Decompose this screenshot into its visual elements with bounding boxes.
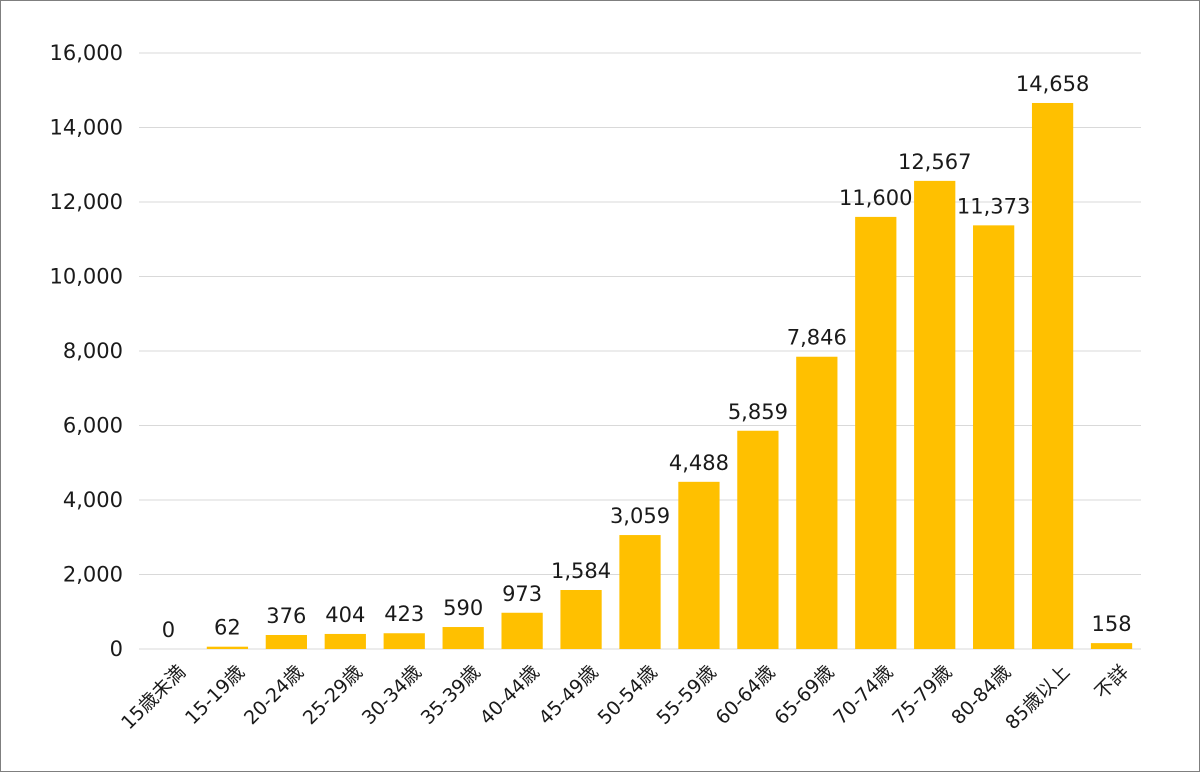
x-tick-label: 45-49歳 bbox=[535, 661, 603, 729]
data-label: 1,584 bbox=[551, 559, 611, 583]
bar bbox=[383, 633, 425, 649]
y-tick-label: 14,000 bbox=[50, 116, 123, 140]
x-tick-label: 15歳未満 bbox=[117, 661, 190, 734]
bar bbox=[501, 612, 543, 649]
x-tick-label: 25-29歳 bbox=[299, 661, 367, 729]
data-label: 973 bbox=[502, 582, 542, 606]
bar bbox=[737, 430, 779, 649]
data-label: 11,600 bbox=[839, 186, 912, 210]
bar bbox=[914, 180, 956, 649]
y-tick-label: 4,000 bbox=[63, 488, 123, 512]
y-tick-label: 16,000 bbox=[50, 41, 123, 65]
y-tick-label: 10,000 bbox=[50, 265, 123, 289]
bar bbox=[206, 646, 249, 649]
y-tick-label: 0 bbox=[110, 637, 123, 661]
data-label: 158 bbox=[1091, 612, 1131, 636]
x-tick-label: 70-74歳 bbox=[829, 661, 897, 729]
data-label: 0 bbox=[162, 618, 175, 642]
bar bbox=[855, 216, 897, 649]
y-tick-label: 6,000 bbox=[63, 414, 123, 438]
data-label: 5,859 bbox=[728, 400, 788, 424]
x-tick-label: 15-19歳 bbox=[181, 661, 249, 729]
y-tick-label: 8,000 bbox=[63, 339, 123, 363]
y-tick-label: 2,000 bbox=[63, 563, 123, 587]
data-label: 423 bbox=[384, 602, 424, 626]
x-tick-label: 35-39歳 bbox=[417, 661, 485, 729]
data-label: 12,567 bbox=[898, 150, 971, 174]
data-label: 11,373 bbox=[957, 194, 1030, 218]
data-label: 590 bbox=[443, 596, 483, 620]
data-label: 376 bbox=[266, 604, 306, 628]
x-tick-label: 20-24歳 bbox=[240, 661, 308, 729]
data-label: 7,846 bbox=[787, 326, 847, 350]
data-label: 14,658 bbox=[1016, 72, 1089, 96]
bar bbox=[973, 225, 1015, 649]
y-tick-label: 12,000 bbox=[50, 190, 123, 214]
bar bbox=[324, 633, 366, 649]
x-tick-label: 75-79歳 bbox=[888, 661, 956, 729]
bar bbox=[265, 634, 307, 649]
bar bbox=[1090, 643, 1133, 649]
bar bbox=[619, 535, 661, 649]
x-tick-label: 65-69歳 bbox=[770, 661, 838, 729]
x-tick-label: 85歳以上 bbox=[1001, 661, 1074, 734]
bar bbox=[1031, 102, 1074, 649]
x-tick-label: 60-64歳 bbox=[711, 661, 779, 729]
x-tick-label: 不詳 bbox=[1091, 661, 1133, 703]
bar bbox=[796, 356, 838, 649]
x-tick-label: 40-44歳 bbox=[476, 661, 544, 729]
bar bbox=[560, 589, 602, 649]
bar bbox=[678, 481, 720, 649]
x-tick-label: 50-54歳 bbox=[594, 661, 662, 729]
bar bbox=[442, 627, 484, 649]
data-label: 62 bbox=[214, 616, 241, 640]
x-tick-label: 55-59歳 bbox=[653, 661, 721, 729]
data-label: 404 bbox=[325, 603, 365, 627]
x-tick-label: 30-34歳 bbox=[358, 661, 426, 729]
data-label: 3,059 bbox=[610, 504, 670, 528]
data-label: 4,488 bbox=[669, 451, 729, 475]
